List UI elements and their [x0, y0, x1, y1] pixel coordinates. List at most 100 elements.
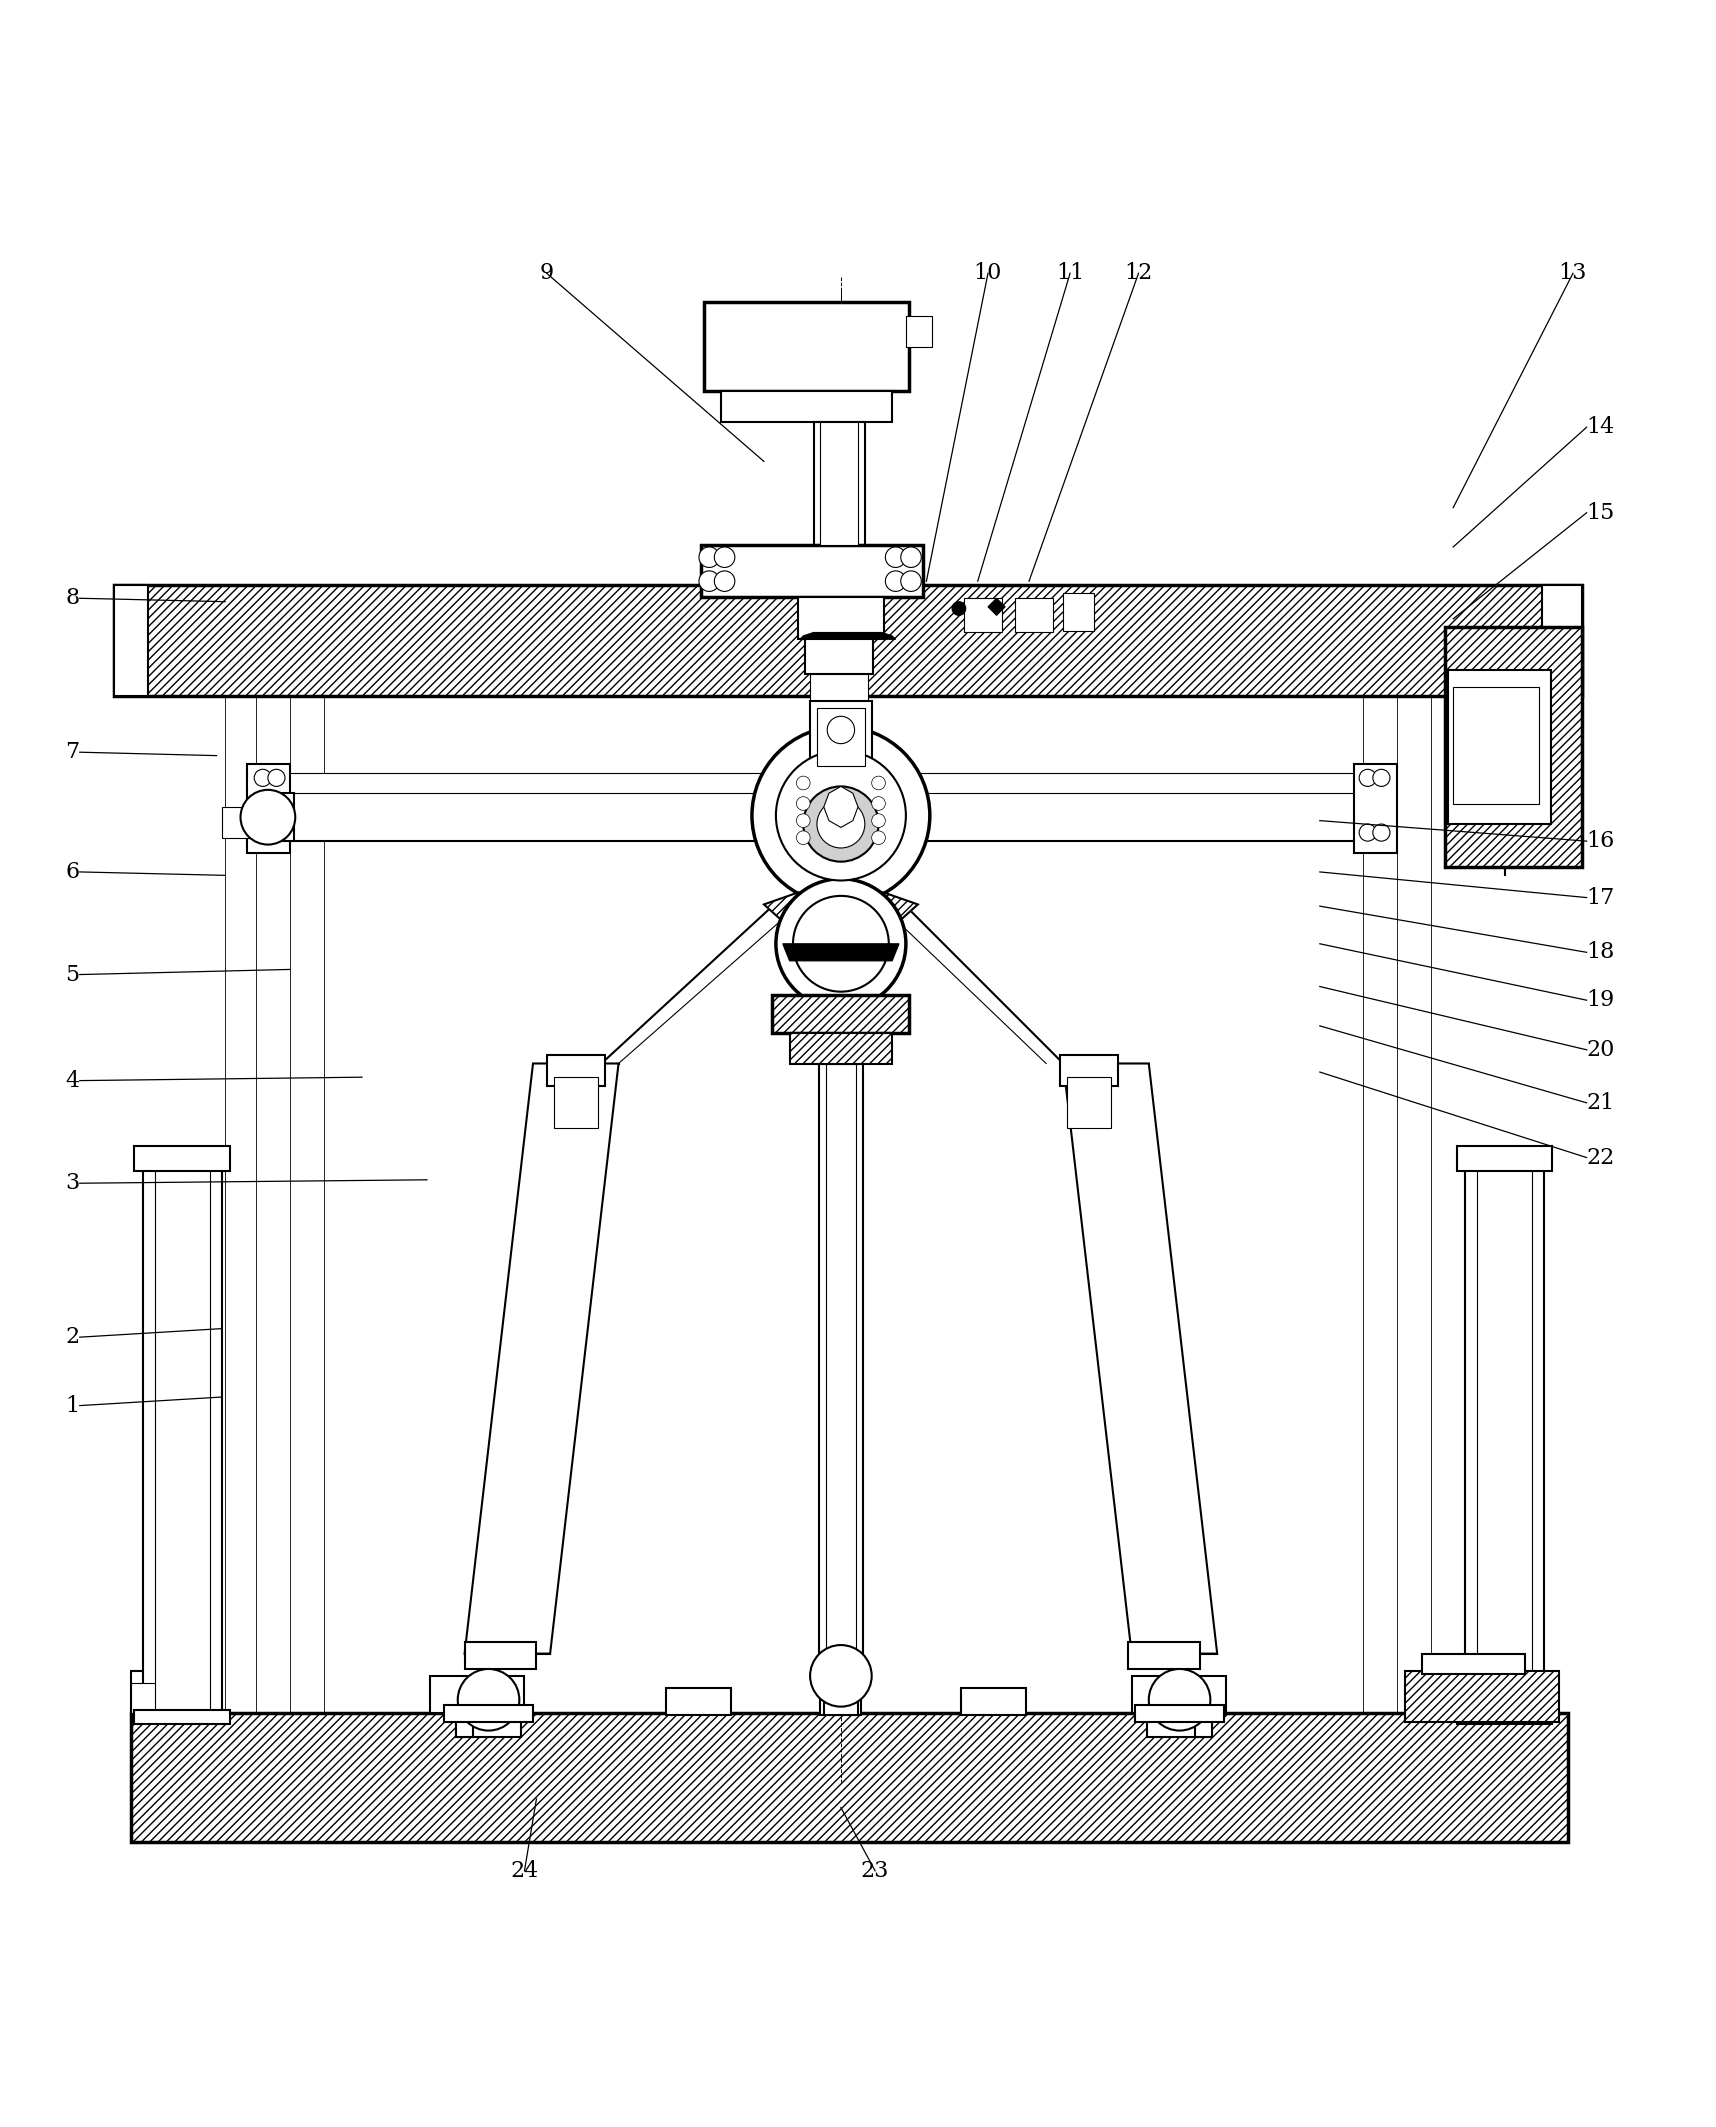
Bar: [825, 1064, 856, 1689]
Text: 1: 1: [65, 1395, 79, 1417]
Text: 12: 12: [1124, 262, 1153, 285]
Circle shape: [810, 1644, 872, 1706]
Bar: [704, 302, 909, 391]
Circle shape: [1373, 770, 1390, 787]
Circle shape: [268, 823, 285, 840]
Bar: [906, 317, 932, 347]
Text: 11: 11: [1055, 262, 1085, 285]
Circle shape: [796, 815, 810, 827]
Bar: [824, 1689, 858, 1714]
Polygon shape: [824, 787, 858, 827]
Bar: [1477, 1163, 1532, 1719]
Bar: [273, 772, 1364, 793]
Bar: [1064, 593, 1095, 632]
Bar: [813, 421, 865, 545]
Circle shape: [254, 770, 271, 787]
Text: 17: 17: [1587, 887, 1615, 908]
Bar: [154, 1163, 209, 1719]
Text: 23: 23: [861, 1859, 889, 1882]
Bar: [1465, 1163, 1544, 1719]
Circle shape: [872, 776, 885, 789]
Text: 10: 10: [973, 262, 1002, 285]
Bar: [273, 787, 1364, 840]
Text: 2: 2: [65, 1325, 79, 1349]
Bar: [700, 545, 923, 596]
Circle shape: [872, 798, 885, 810]
Bar: [817, 708, 865, 766]
Bar: [1453, 687, 1539, 804]
Circle shape: [776, 878, 906, 1008]
Bar: [1016, 598, 1054, 632]
Text: 3: 3: [65, 1172, 79, 1193]
Polygon shape: [800, 632, 896, 640]
Circle shape: [1373, 823, 1390, 840]
Polygon shape: [1064, 1064, 1217, 1653]
Bar: [666, 1689, 731, 1714]
Circle shape: [1148, 1670, 1210, 1731]
Circle shape: [872, 832, 885, 844]
Polygon shape: [465, 1064, 618, 1653]
Bar: [259, 793, 293, 840]
Text: 9: 9: [539, 262, 554, 285]
Bar: [1067, 1076, 1112, 1129]
Bar: [444, 1706, 534, 1723]
Bar: [130, 1670, 190, 1714]
Bar: [810, 674, 868, 702]
Polygon shape: [782, 944, 899, 961]
Text: 24: 24: [510, 1859, 539, 1882]
Text: 16: 16: [1587, 830, 1615, 853]
Bar: [456, 1693, 474, 1738]
Text: 15: 15: [1587, 502, 1615, 523]
Text: 13: 13: [1558, 262, 1587, 285]
Bar: [134, 1146, 230, 1172]
Bar: [820, 421, 858, 545]
Text: 8: 8: [65, 587, 79, 608]
Text: 19: 19: [1587, 989, 1615, 1010]
Circle shape: [817, 800, 865, 849]
Bar: [431, 1676, 525, 1714]
Bar: [1543, 585, 1582, 696]
Circle shape: [714, 547, 734, 568]
Circle shape: [952, 602, 966, 615]
Bar: [820, 1689, 861, 1714]
Circle shape: [885, 547, 906, 568]
Bar: [554, 1076, 597, 1129]
Bar: [1354, 764, 1397, 853]
Text: 20: 20: [1587, 1038, 1615, 1061]
Bar: [789, 1034, 892, 1064]
Bar: [221, 806, 264, 838]
Circle shape: [885, 570, 906, 591]
Bar: [247, 764, 290, 853]
Bar: [456, 1714, 522, 1738]
Circle shape: [803, 787, 879, 861]
Circle shape: [901, 570, 921, 591]
Circle shape: [796, 776, 810, 789]
Bar: [1134, 1706, 1224, 1723]
Bar: [1445, 627, 1582, 868]
Circle shape: [1359, 823, 1376, 840]
Text: 22: 22: [1587, 1146, 1615, 1168]
Bar: [130, 1714, 1568, 1842]
Text: 14: 14: [1587, 417, 1615, 438]
Text: 18: 18: [1587, 942, 1615, 964]
Bar: [961, 1689, 1026, 1714]
Bar: [721, 391, 892, 421]
Bar: [798, 596, 884, 640]
Bar: [130, 1682, 173, 1714]
Bar: [113, 585, 1582, 696]
Circle shape: [458, 1670, 520, 1731]
Bar: [1060, 1055, 1119, 1085]
Circle shape: [254, 823, 271, 840]
Circle shape: [1359, 770, 1376, 787]
Bar: [805, 640, 873, 674]
Circle shape: [776, 751, 906, 881]
Bar: [964, 598, 1002, 632]
Bar: [142, 1163, 221, 1719]
Text: 5: 5: [65, 964, 79, 985]
Circle shape: [872, 815, 885, 827]
Circle shape: [698, 547, 719, 568]
Bar: [1448, 670, 1551, 823]
Bar: [1131, 1676, 1225, 1714]
Bar: [1423, 1653, 1526, 1674]
Text: 7: 7: [65, 740, 79, 764]
